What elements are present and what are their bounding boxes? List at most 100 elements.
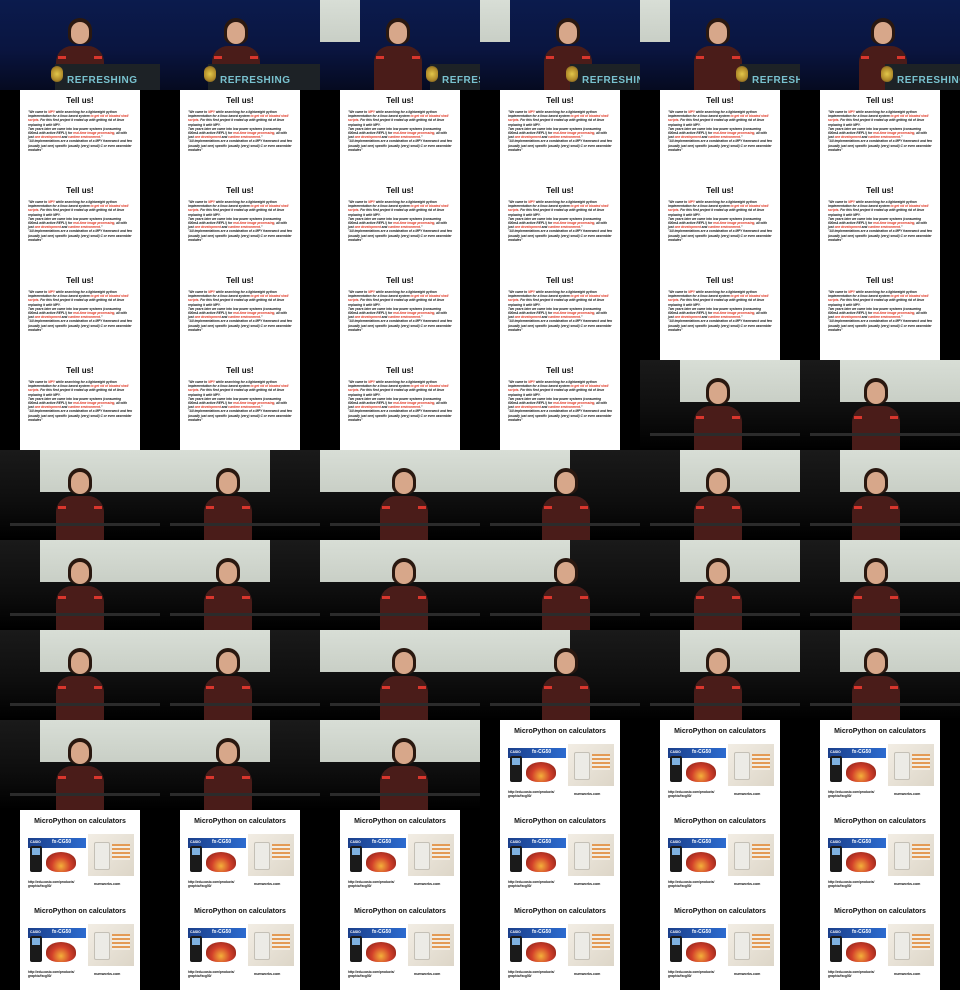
casio-logo: CASIO — [670, 750, 681, 754]
slide-quotes: "We came to MPY while searching for a li… — [828, 110, 933, 152]
speaker — [200, 462, 256, 540]
slide-frame-micropython: MicroPython on calculators CASIO fx-CG50… — [480, 810, 640, 900]
numworks-url: numworks.com — [574, 792, 601, 796]
speaker — [376, 642, 432, 720]
slide-title: Tell us! — [866, 96, 894, 105]
slide-quotes: "We came to MPY while searching for a li… — [828, 200, 933, 242]
speaker — [52, 462, 108, 540]
casio-logo: CASIO — [670, 840, 681, 844]
calculator-model: fx-CG50 — [212, 929, 232, 935]
slide-frame-tell-us: Tell us! "We came to MPY while searching… — [320, 180, 480, 270]
projection-screen — [840, 450, 960, 492]
slide-frame-micropython: MicroPython on calculators CASIO fx-CG50… — [160, 900, 320, 990]
slide-micropython-calculators: MicroPython on calculators CASIO fx-CG50… — [820, 900, 940, 990]
slide-title: Tell us! — [386, 366, 414, 375]
speaker — [848, 552, 904, 630]
slide-frame-tell-us: Tell us! "We came to MPY while searching… — [160, 180, 320, 270]
numworks-calculator-image — [888, 834, 934, 876]
casio-calculator-image: CASIO fx-CG50 — [508, 744, 566, 786]
speaker-frame — [640, 540, 800, 630]
slide-title: MicroPython on calculators — [514, 908, 606, 915]
slide-title: Tell us! — [66, 96, 94, 105]
slide-title: MicroPython on calculators — [834, 908, 926, 915]
slide-tell-us: Tell us! "We came to MPY while searching… — [820, 180, 940, 270]
slide-quotes: "We came to MPY while searching for a li… — [508, 380, 613, 422]
casio-url: http://edu.casio.com/products/ graphic/f… — [508, 790, 555, 798]
dragon-illustration — [686, 762, 716, 782]
casio-logo: CASIO — [510, 750, 521, 754]
calculator-model: fx-CG50 — [692, 839, 712, 845]
slide-title: Tell us! — [546, 276, 574, 285]
microphone-stand — [10, 613, 160, 616]
speaker — [52, 732, 108, 810]
slide-title: Tell us! — [546, 366, 574, 375]
slide-title: Tell us! — [706, 276, 734, 285]
casio-url: http://edu.casio.com/products/ graphic/f… — [828, 970, 875, 978]
slide-quotes: "We came to MPY while searching for a li… — [668, 110, 773, 152]
slide-tell-us: Tell us! "We came to MPY while searching… — [340, 90, 460, 180]
speaker-frame: REFRESHING — [0, 0, 160, 90]
casio-calculator-image: CASIO fx-CG50 — [508, 924, 566, 966]
microphone-stand — [490, 613, 640, 616]
calculator-model: fx-CG50 — [532, 929, 552, 935]
slide-frame-tell-us: Tell us! "We came to MPY while searching… — [320, 360, 480, 450]
slide-tell-us: Tell us! "We came to MPY while searching… — [500, 360, 620, 450]
slide-tell-us: Tell us! "We came to MPY while searching… — [20, 180, 140, 270]
projection-screen — [160, 720, 270, 762]
slide-tell-us: Tell us! "We came to MPY while searching… — [500, 180, 620, 270]
flower-decoration — [204, 66, 216, 82]
slide-tell-us: Tell us! "We came to MPY while searching… — [660, 270, 780, 360]
numworks-url: numworks.com — [414, 972, 441, 976]
numworks-url: numworks.com — [94, 972, 121, 976]
slide-title: MicroPython on calculators — [674, 908, 766, 915]
numworks-url: numworks.com — [254, 972, 281, 976]
slide-micropython-calculators: MicroPython on calculators CASIO fx-CG50… — [340, 900, 460, 990]
speaker — [52, 642, 108, 720]
projection-screen — [840, 540, 960, 582]
casio-logo: CASIO — [510, 930, 521, 934]
slide-tell-us: Tell us! "We came to MPY while searching… — [340, 360, 460, 450]
numworks-calculator-image — [248, 924, 294, 966]
calculator-icon — [510, 756, 522, 782]
slide-frame-micropython: MicroPython on calculators CASIO fx-CG50… — [800, 810, 960, 900]
calculator-model: fx-CG50 — [372, 839, 392, 845]
microphone-stand — [10, 523, 160, 526]
flower-decoration — [881, 66, 893, 82]
numworks-url: numworks.com — [894, 882, 921, 886]
slide-micropython-calculators: MicroPython on calculators CASIO fx-CG50… — [500, 810, 620, 900]
casio-url: http://edu.casio.com/products/ graphic/f… — [188, 880, 235, 888]
projection-screen — [680, 630, 800, 672]
calculator-model: fx-CG50 — [52, 929, 72, 935]
slide-title: Tell us! — [386, 186, 414, 195]
slide-frame-tell-us: Tell us! "We came to MPY while searching… — [640, 270, 800, 360]
slide-title: Tell us! — [546, 96, 574, 105]
slide-micropython-calculators: MicroPython on calculators CASIO fx-CG50… — [340, 810, 460, 900]
lectern — [885, 64, 960, 90]
microphone-stand — [650, 433, 800, 436]
speaker-frame — [800, 450, 960, 540]
slide-tell-us: Tell us! "We came to MPY while searching… — [820, 90, 940, 180]
slide-quotes: "We came to MPY while searching for a li… — [508, 110, 613, 152]
microphone-stand — [10, 703, 160, 706]
casio-url: http://edu.casio.com/products/ graphic/f… — [348, 970, 395, 978]
casio-url: http://edu.casio.com/products/ graphic/f… — [668, 970, 715, 978]
casio-url: http://edu.casio.com/products/ graphic/f… — [188, 970, 235, 978]
slide-title: MicroPython on calculators — [674, 818, 766, 825]
lectern — [570, 64, 640, 90]
speaker-frame: REFRESHING — [320, 0, 480, 90]
slide-title: MicroPython on calculators — [834, 728, 926, 735]
slide-micropython-calculators: MicroPython on calculators CASIO fx-CG50… — [660, 900, 780, 990]
slide-frame-tell-us: Tell us! "We came to MPY while searching… — [160, 360, 320, 450]
slide-quotes: "We came to MPY while searching for a li… — [828, 290, 933, 332]
calculator-icon — [670, 846, 682, 872]
slide-frame-micropython: MicroPython on calculators CASIO fx-CG50… — [800, 900, 960, 990]
speaker-frame — [320, 540, 480, 630]
slide-tell-us: Tell us! "We came to MPY while searching… — [500, 90, 620, 180]
casio-logo: CASIO — [670, 930, 681, 934]
casio-logo: CASIO — [510, 840, 521, 844]
slide-frame-tell-us: Tell us! "We came to MPY while searching… — [480, 90, 640, 180]
casio-calculator-image: CASIO fx-CG50 — [348, 834, 406, 876]
slide-micropython-calculators: MicroPython on calculators CASIO fx-CG50… — [500, 720, 620, 810]
numworks-calculator-image — [88, 834, 134, 876]
slide-frame-tell-us: Tell us! "We came to MPY while searching… — [800, 180, 960, 270]
